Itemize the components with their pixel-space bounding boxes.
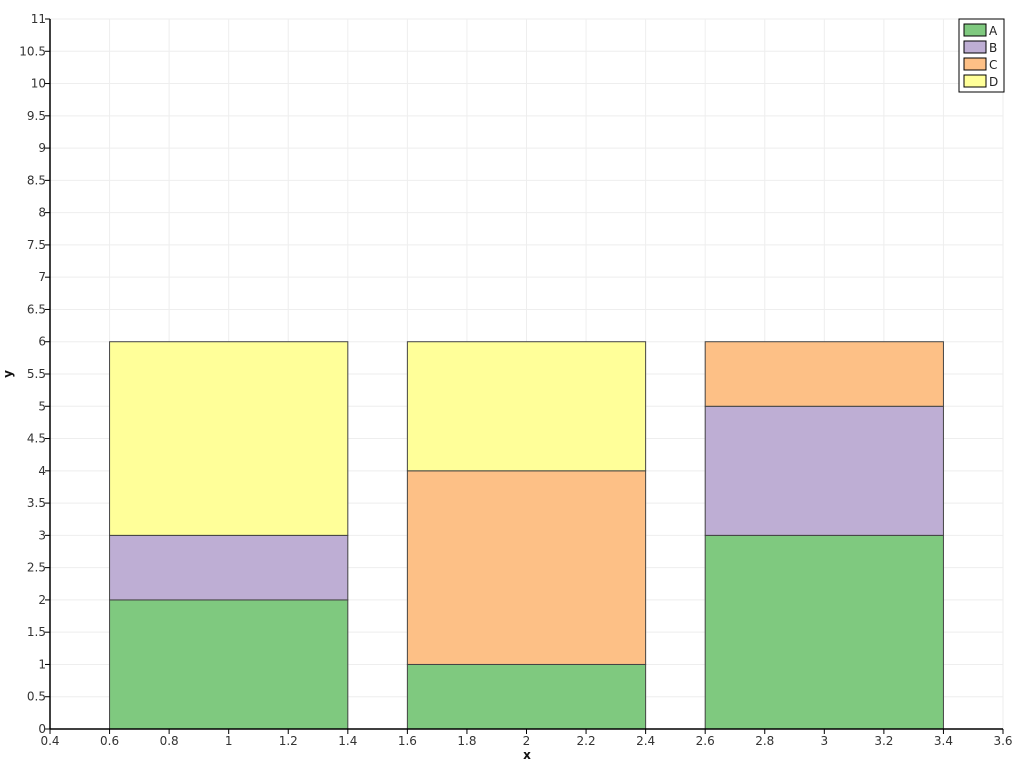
y-tick-label: 0.5: [27, 690, 46, 704]
x-tick-label: 2.4: [636, 734, 655, 748]
legend-label-a: A: [989, 24, 998, 38]
y-tick-label: 3: [38, 528, 46, 542]
x-tick-label: 1.4: [338, 734, 357, 748]
x-tick-label: 1.8: [457, 734, 476, 748]
bar-segment-c: [406, 470, 647, 665]
legend-label-d: D: [989, 75, 998, 89]
x-tick-label: 2.6: [696, 734, 715, 748]
y-tick-label: 7.5: [27, 238, 46, 252]
y-tick-label: 9: [38, 141, 46, 155]
bar-segment-a: [406, 663, 647, 730]
legend-swatch-d: [963, 74, 987, 88]
x-tick-label: 3: [820, 734, 828, 748]
y-tick-label: 5: [38, 399, 46, 413]
y-tick-label: 7: [38, 270, 46, 284]
x-tick-label: 3.6: [993, 734, 1012, 748]
y-tick-label: 10.5: [19, 44, 46, 58]
x-tick-label: 2.2: [577, 734, 596, 748]
y-tick-label: 1.5: [27, 625, 46, 639]
y-tick-label: 2: [38, 593, 46, 607]
y-tick-label: 8: [38, 206, 46, 220]
legend-swatch-b: [963, 40, 987, 54]
legend-label-b: B: [989, 41, 997, 55]
x-tick-label: 1: [225, 734, 233, 748]
y-tick-label: 5.5: [27, 367, 46, 381]
y-tick-label: 11: [31, 12, 46, 26]
bar-segment-c: [704, 341, 944, 407]
y-tick-label: 4: [38, 464, 46, 478]
bar-segment-a: [109, 599, 349, 730]
y-tick-label: 10: [31, 77, 46, 91]
legend-label-c: C: [989, 58, 997, 72]
y-tick-label: 4.5: [27, 432, 46, 446]
x-tick-label: 3.2: [874, 734, 893, 748]
x-tick-label: 1.2: [279, 734, 298, 748]
y-tick-label: 3.5: [27, 496, 46, 510]
axes: 0 0.5 1 1.5 2 2.5 3 3.5 4 4.5 5 5.5 6 6.5 7 7.5 8 8.5 9 9.5…: [19, 12, 1012, 748]
legend-swatch-c: [963, 57, 987, 71]
bar-segment-d: [109, 341, 349, 536]
legend-swatch-a: [963, 23, 987, 37]
x-tick-label: 0.8: [160, 734, 179, 748]
x-axis-title: x: [523, 748, 531, 762]
y-tick-label: 6.5: [27, 302, 46, 316]
x-tick-label: 3.4: [934, 734, 953, 748]
y-axis-title: y: [1, 370, 15, 378]
x-tick-label: 1.6: [398, 734, 417, 748]
bar-segment-a: [704, 534, 944, 730]
bar-segment-d: [406, 341, 647, 472]
y-tick-label: 1: [38, 657, 46, 671]
y-tick-label: 0: [38, 722, 46, 736]
x-tick-label: 2.8: [755, 734, 774, 748]
bars: [109, 341, 944, 730]
bar-segment-b: [109, 534, 349, 601]
y-tick-label: 9.5: [27, 109, 46, 123]
y-tick-label: 8.5: [27, 173, 46, 187]
x-tick-label: 2: [523, 734, 531, 748]
x-tick-label: 0.6: [100, 734, 119, 748]
bar-segment-b: [704, 405, 944, 536]
y-tick-label: 6: [38, 335, 46, 349]
y-tick-label: 2.5: [27, 561, 46, 575]
x-tick-label: 0.4: [40, 734, 59, 748]
